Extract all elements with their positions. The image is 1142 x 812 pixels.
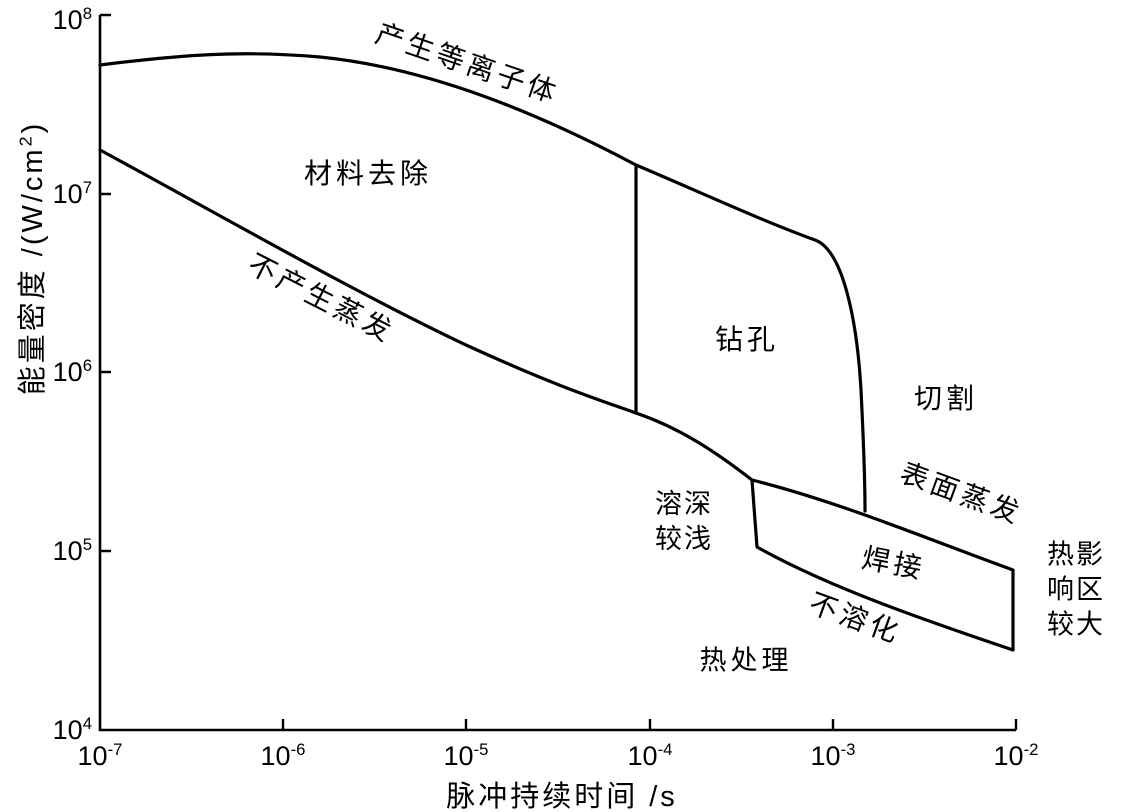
x-tick-1e-5: 10-5 (444, 740, 489, 772)
label-shallow-penetration-line2: 较浅 (655, 524, 713, 554)
label-heat-affected-zone: 热影响区 较大 (1043, 538, 1109, 643)
x-tick-1e-4: 10-4 (628, 740, 673, 772)
label-heat-affected-zone-line2: 较大 (1047, 609, 1105, 640)
y-axis-title-text: 能量密度 /(W/cm (17, 146, 49, 396)
y-tick-1e4: 104 (53, 714, 92, 746)
lower-boundary-curve (98, 148, 754, 482)
label-heat-affected-zone-line1: 热影响区 (1047, 539, 1105, 605)
x-tick-base: 10 (993, 741, 1024, 771)
x-tick-1e-6: 10-6 (261, 740, 306, 772)
label-cutting: 切割 (913, 383, 979, 414)
y-tick-1e8: 108 (53, 4, 92, 36)
y-tick-base: 10 (52, 715, 83, 745)
y-tick-exp: 8 (82, 4, 92, 23)
y-tick-base: 10 (52, 179, 83, 209)
upper-boundary-curve (98, 52, 867, 513)
y-tick-base: 10 (52, 357, 83, 387)
x-axis-ticks (281, 719, 1018, 730)
x-tick-exp: -5 (473, 740, 489, 759)
y-axis-title-close: ) (17, 120, 49, 134)
x-tick-base: 10 (77, 741, 108, 771)
label-heat-treatment: 热处理 (699, 645, 793, 676)
x-tick-base: 10 (443, 741, 474, 771)
x-tick-exp: -6 (290, 740, 306, 759)
y-tick-1e5: 105 (53, 535, 92, 567)
label-material-removal: 材料去除 (303, 158, 433, 189)
y-tick-exp: 5 (82, 535, 92, 554)
y-axis-title: 能量密度 /(W/cm2) (9, 121, 51, 396)
x-tick-base: 10 (810, 741, 841, 771)
x-axis-title: 脉冲持续时间 /s (446, 781, 678, 812)
y-tick-exp: 4 (82, 714, 92, 733)
x-tick-1e-2: 10-2 (994, 740, 1039, 772)
x-tick-1e-3: 10-3 (811, 740, 856, 772)
welding-band-outline (750, 478, 1015, 652)
label-drilling: 钻孔 (714, 324, 780, 355)
x-tick-base: 10 (260, 741, 291, 771)
x-tick-exp: -3 (840, 740, 856, 759)
y-tick-exp: 7 (82, 178, 92, 197)
axis-lines (98, 15, 1016, 732)
label-shallow-penetration: 溶深 较浅 (655, 487, 713, 557)
x-tick-exp: -2 (1023, 740, 1039, 759)
y-tick-base: 10 (52, 536, 83, 566)
x-tick-base: 10 (627, 741, 658, 771)
label-shallow-penetration-line1: 溶深 (655, 489, 713, 519)
x-tick-1e-7: 10-7 (78, 740, 123, 772)
y-axis-ticks (100, 13, 111, 553)
x-tick-exp: -4 (657, 740, 673, 759)
y-tick-1e6: 106 (53, 356, 92, 388)
x-tick-exp: -7 (107, 740, 123, 759)
y-tick-1e7: 107 (53, 178, 92, 210)
y-tick-base: 10 (52, 5, 83, 35)
y-axis-title-sup: 2 (15, 133, 36, 147)
y-tick-exp: 6 (82, 356, 92, 375)
